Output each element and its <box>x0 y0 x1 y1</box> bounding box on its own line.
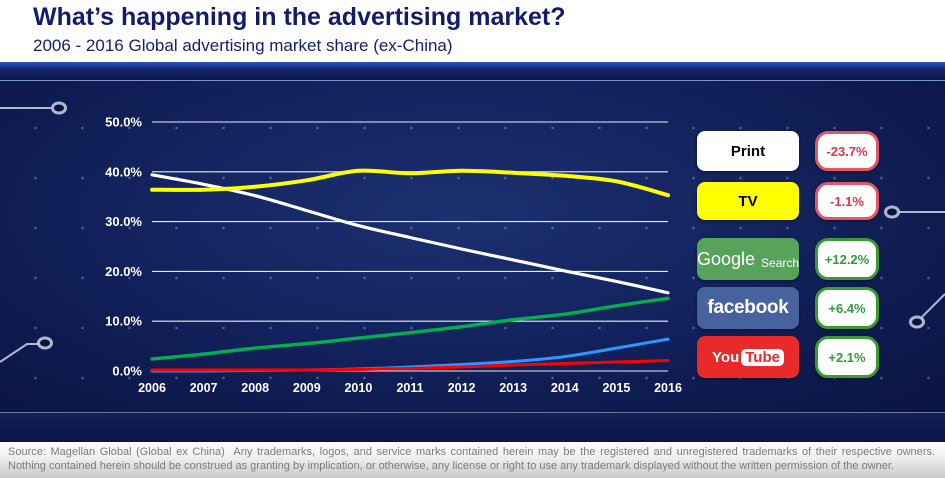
decor-ring-top-left <box>51 101 67 115</box>
chart-region: 0.0% 10.0% 20.0% 30.0% 40.0% 50.0% 2006 2007 20… <box>0 81 945 412</box>
svg-text:2013: 2013 <box>499 381 527 395</box>
decor-ring-right <box>884 205 900 219</box>
svg-text:50.0%: 50.0% <box>105 115 142 130</box>
y-axis-labels: 0.0% 10.0% 20.0% 30.0% 40.0% 50.0% <box>105 115 142 379</box>
youtube-logo-tube-text: Tube <box>741 348 784 366</box>
line-chart: 0.0%10.0%20.0%30.0%40.0%50.0% 2006 2007 20… <box>0 101 945 395</box>
svg-text:2016: 2016 <box>654 381 682 395</box>
print-legend-box: Print <box>697 131 799 171</box>
print-label: Print <box>730 142 766 160</box>
google-search-logo: Google Search <box>697 238 799 280</box>
footer-divider-band <box>0 412 945 442</box>
legend-row-facebook: facebook +6.4% <box>697 287 879 329</box>
svg-text:2012: 2012 <box>448 381 476 395</box>
decor-line-bottom-left <box>0 343 39 363</box>
page-subtitle: 2006 - 2016 Global advertising market sh… <box>33 36 453 55</box>
facebook-logo: facebook <box>697 287 799 329</box>
tv-label: TV <box>738 192 758 210</box>
svg-text:40.0%: 40.0% <box>105 164 142 179</box>
google-search-text: Search <box>761 256 800 270</box>
series-line-youtube <box>150 359 670 372</box>
decor-ring-lower-right <box>909 315 925 329</box>
legend-row-tv: TV -1.1% <box>697 182 879 220</box>
print-change-badge: -23.7% <box>815 131 879 171</box>
svg-text:2007: 2007 <box>190 381 218 395</box>
svg-text:2011: 2011 <box>396 381 423 395</box>
series-line-facebook <box>150 337 670 373</box>
decor-ring-bottom-left <box>37 336 53 350</box>
decor-circuit-lines <box>0 101 945 363</box>
source-footer: Source: Magellan Global (Global ex China… <box>0 442 945 478</box>
facebook-logo-text: facebook <box>707 297 789 318</box>
google-change-value: +12.2% <box>824 251 870 267</box>
google-logo-text: Google <box>696 248 756 269</box>
tv-change-badge: -1.1% <box>815 182 879 220</box>
x-axis-labels: 2006 2007 2008 2009 2010 2011 2012 2013 2014 2015… <box>138 381 682 395</box>
legend-row-youtube: You Tube +2.1% <box>697 336 879 378</box>
facebook-change-badge: +6.4% <box>815 287 879 329</box>
decor-line-lower-right <box>921 293 945 318</box>
series-line-tv <box>150 168 670 198</box>
source-text: Source: Magellan Global (Global ex China… <box>8 446 935 473</box>
svg-text:2010: 2010 <box>344 381 372 395</box>
svg-text:2014: 2014 <box>551 381 579 395</box>
series-line-print <box>150 173 670 295</box>
svg-text:0.0%: 0.0% <box>112 364 142 379</box>
youtube-change-badge: +2.1% <box>815 336 879 378</box>
header-divider-band <box>0 62 945 81</box>
svg-text:2015: 2015 <box>602 381 630 395</box>
svg-text:30.0%: 30.0% <box>105 214 142 229</box>
tv-change-value: -1.1% <box>830 193 864 209</box>
youtube-change-value: +2.1% <box>828 349 866 365</box>
svg-text:2008: 2008 <box>241 381 269 395</box>
youtube-logo-you-text: You <box>712 348 740 366</box>
legend-row-print: Print -23.7% <box>697 131 879 171</box>
print-change-value: -23.7% <box>826 143 868 159</box>
header: What’s happening in the advertising mark… <box>0 0 945 62</box>
legend-row-google: Google Search +12.2% <box>697 238 879 280</box>
svg-text:20.0%: 20.0% <box>105 264 142 279</box>
svg-text:2006: 2006 <box>138 381 166 395</box>
svg-text:2009: 2009 <box>293 381 321 395</box>
series-line-google-search <box>150 296 670 361</box>
google-change-badge: +12.2% <box>815 238 879 280</box>
page-title: What’s happening in the advertising mark… <box>33 3 566 31</box>
youtube-logo: You Tube <box>697 336 799 378</box>
facebook-change-value: +6.4% <box>828 300 866 316</box>
svg-text:10.0%: 10.0% <box>105 314 142 329</box>
tv-legend-box: TV <box>697 182 799 220</box>
chart-series-lines <box>150 168 670 373</box>
